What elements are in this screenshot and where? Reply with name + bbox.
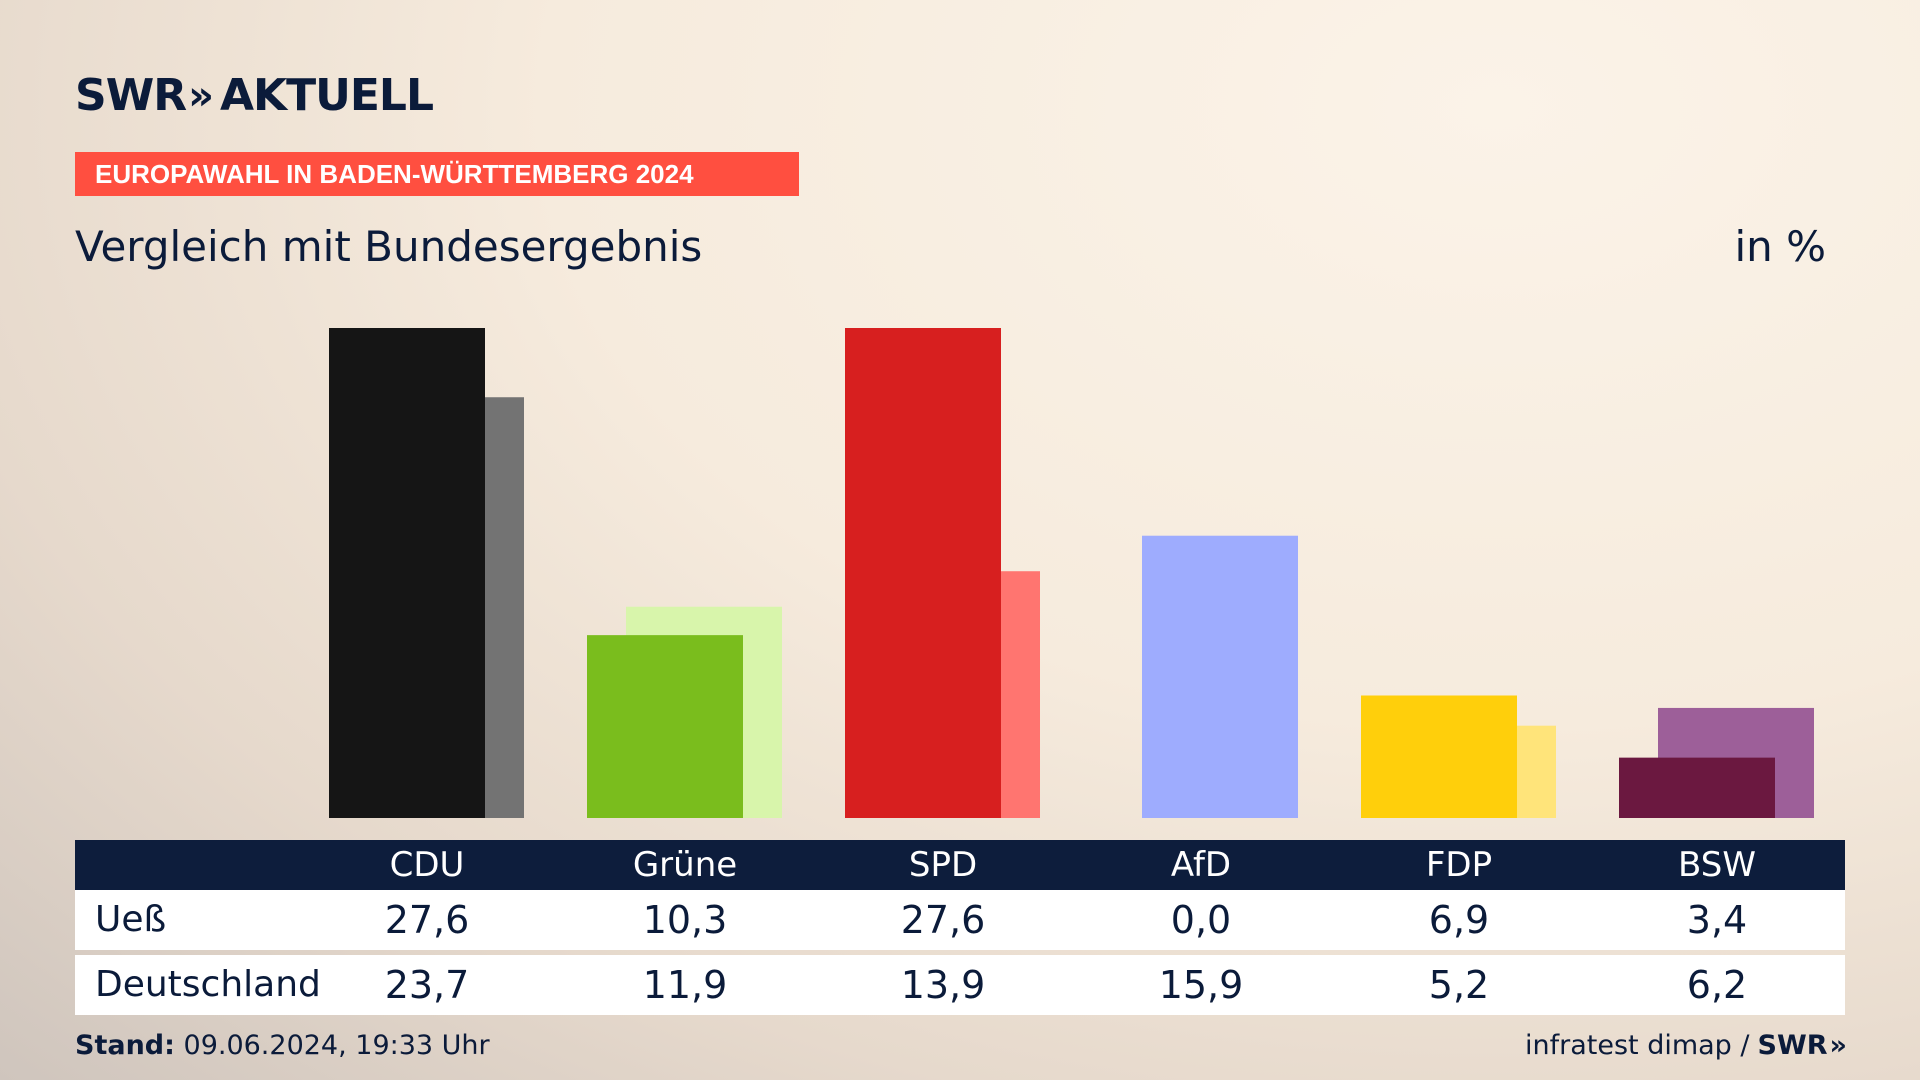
source-chevrons-icon: » xyxy=(1829,1030,1848,1061)
row-label-germany: Deutschland xyxy=(95,964,321,1005)
source-credit: infratest dimap / SWR » xyxy=(1525,1030,1848,1061)
value-bsw-region: 3,4 xyxy=(1686,898,1748,942)
swr-aktuell-logo: SWR » AKTUELL xyxy=(75,70,434,121)
table-row: Ueß 27,6 10,3 27,6 0,0 6,9 3,4 xyxy=(75,890,1845,950)
value-bsw-germany: 6,2 xyxy=(1686,963,1748,1007)
value-afd-germany: 15,9 xyxy=(1158,963,1244,1007)
column-header-bsw: BSW xyxy=(1678,845,1756,885)
value-cdu-region: 27,6 xyxy=(384,898,470,942)
value-spd-germany: 13,9 xyxy=(900,963,986,1007)
table-row: Deutschland 23,7 11,9 13,9 15,9 5,2 6,2 xyxy=(75,955,1845,1015)
bar-fdp-region xyxy=(1361,695,1517,818)
column-header-spd: SPD xyxy=(908,845,978,885)
column-header-cdu: CDU xyxy=(389,845,465,885)
chart-subtitle: Vergleich mit Bundesergebnis xyxy=(75,222,703,271)
bar-grune-region xyxy=(587,635,743,818)
value-fdp-germany: 5,2 xyxy=(1428,963,1490,1007)
bar-afd-germany xyxy=(1142,535,1298,818)
source-text: infratest dimap / xyxy=(1525,1030,1750,1061)
value-spd-region: 27,6 xyxy=(900,898,986,942)
column-header-grune: Grüne xyxy=(632,845,738,885)
unit-label: in % xyxy=(1734,222,1826,271)
column-header-afd: AfD xyxy=(1170,845,1232,885)
logo-text: AKTUELL xyxy=(219,70,434,121)
timestamp-value: 09.06.2024, 19:33 Uhr xyxy=(183,1030,490,1061)
column-header-fdp: FDP xyxy=(1425,845,1493,885)
election-tag: EUROPAWAHL IN BADEN-WÜRTTEMBERG 2024 xyxy=(75,152,799,196)
value-grune-germany: 11,9 xyxy=(642,963,728,1007)
row-label-region: Ueß xyxy=(95,899,167,940)
value-afd-region: 0,0 xyxy=(1170,898,1232,942)
bar-spd-region xyxy=(845,328,1001,818)
table-header: CDU Grüne SPD AfD FDP BSW xyxy=(75,840,1845,890)
bar-chart xyxy=(329,328,1814,818)
value-cdu-germany: 23,7 xyxy=(384,963,470,1007)
timestamp-label: Stand: xyxy=(75,1030,175,1061)
value-grune-region: 10,3 xyxy=(642,898,728,942)
value-fdp-region: 6,9 xyxy=(1428,898,1490,942)
logo-brand: SWR xyxy=(75,70,187,121)
timestamp: Stand: 09.06.2024, 19:33 Uhr xyxy=(75,1030,490,1061)
bar-cdu-region xyxy=(329,328,485,818)
bar-bsw-region xyxy=(1619,757,1775,818)
source-brand: SWR xyxy=(1757,1030,1828,1061)
